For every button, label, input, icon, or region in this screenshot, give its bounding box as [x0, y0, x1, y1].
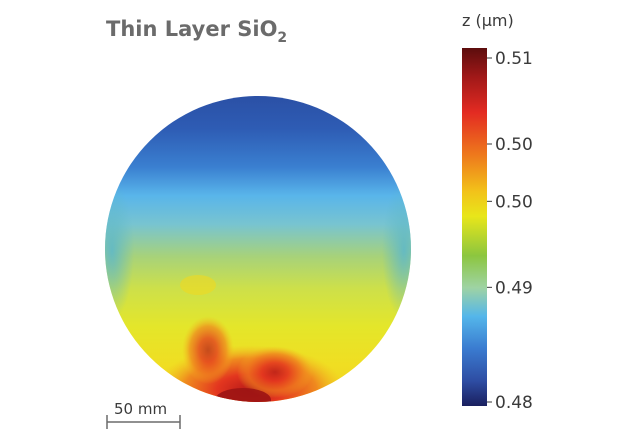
wafer-left-edge-band [105, 180, 134, 320]
chart-title: Thin Layer SiO2 [106, 17, 287, 46]
wafer-hot-region-left [182, 316, 234, 384]
colorbar-ticks: 0.51 0.50 0.50 0.49 0.48 [487, 49, 533, 413]
colorbar-tick-label: 0.49 [495, 278, 533, 298]
scale-bar: 50 mm [106, 400, 181, 429]
wafer-hot-spot-bottom [215, 388, 271, 402]
wafer-hot-region-center [237, 346, 313, 398]
colorbar-label: z (µm) [462, 11, 514, 30]
colorbar [462, 48, 487, 406]
wafer-right-edge-band [382, 180, 411, 320]
scale-bar-label: 50 mm [114, 400, 167, 418]
colorbar-tick-label: 0.48 [495, 393, 533, 413]
colorbar-tick-label: 0.51 [495, 49, 533, 69]
wafer-warm-patch [180, 275, 216, 295]
title-subscript: 2 [277, 30, 287, 46]
wafer-heatmap [105, 96, 411, 402]
colorbar-tick-label: 0.50 [495, 135, 533, 155]
colorbar-tick-label: 0.50 [495, 192, 533, 212]
